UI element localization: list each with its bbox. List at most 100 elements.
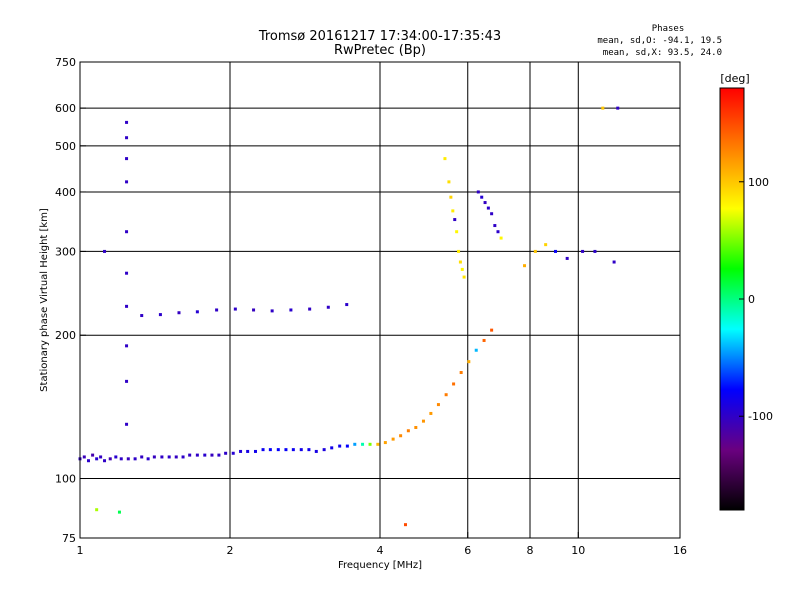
data-point <box>233 307 237 311</box>
data-point <box>533 249 537 253</box>
data-point <box>125 304 129 308</box>
data-point <box>612 260 616 264</box>
data-point <box>133 457 137 461</box>
x-tick-label: 2 <box>227 544 234 557</box>
data-point <box>383 441 387 445</box>
data-point <box>444 393 448 397</box>
data-point <box>125 230 129 234</box>
data-point <box>459 371 463 375</box>
y-tick-label: 600 <box>55 102 76 115</box>
x-tick-label: 10 <box>571 544 585 557</box>
data-point <box>601 106 605 110</box>
data-point <box>345 303 349 307</box>
data-point <box>486 206 490 210</box>
data-point <box>160 455 164 459</box>
data-point <box>593 249 597 253</box>
data-point <box>353 442 357 446</box>
y-tick-label: 200 <box>55 329 76 342</box>
data-point <box>103 249 107 253</box>
colorbar-tick-label: 100 <box>748 176 769 189</box>
data-point <box>314 449 318 453</box>
data-point <box>330 446 334 450</box>
data-point <box>86 459 90 463</box>
data-point <box>565 256 569 260</box>
y-tick-label: 100 <box>55 473 76 486</box>
data-point <box>276 448 280 452</box>
stats-line-x: mean, sd,X: 93.5, 24.0 <box>603 48 722 58</box>
data-point <box>195 453 199 457</box>
data-point <box>125 120 129 124</box>
data-point <box>453 218 457 222</box>
data-point <box>447 180 451 184</box>
data-point <box>493 224 497 228</box>
data-point <box>467 360 471 364</box>
grid-lines <box>80 62 680 538</box>
data-point <box>140 314 144 318</box>
data-point <box>307 448 311 452</box>
data-point <box>436 403 440 407</box>
data-point <box>483 201 487 205</box>
data-point <box>188 453 192 457</box>
data-point <box>480 195 484 199</box>
chart-title: Tromsø 20161217 17:34:00-17:35:43 <box>258 29 501 44</box>
y-tick-label: 750 <box>55 56 76 69</box>
data-point <box>406 429 410 433</box>
data-point <box>455 230 459 234</box>
y-tick-label: 400 <box>55 186 76 199</box>
data-point <box>203 453 207 457</box>
data-point <box>125 344 129 348</box>
data-point <box>246 449 250 453</box>
y-tick-label: 300 <box>55 245 76 258</box>
data-point <box>119 457 123 461</box>
data-point <box>125 180 129 184</box>
data-point <box>553 249 557 253</box>
data-point <box>289 308 293 312</box>
data-point <box>452 382 456 386</box>
colorbar-tick-label: -100 <box>748 410 773 423</box>
x-tick-label: 16 <box>673 544 687 557</box>
x-axis-label: Frequency [MHz] <box>338 560 422 571</box>
data-point <box>443 157 447 161</box>
stats-line-o: mean, sd,O: -94.1, 19.5 <box>597 36 722 46</box>
data-point <box>474 348 478 352</box>
data-point <box>429 411 433 415</box>
data-point <box>117 510 121 514</box>
data-point <box>125 422 129 426</box>
data-point <box>181 455 185 459</box>
data-point <box>261 448 265 452</box>
data-point <box>403 523 407 527</box>
x-axis-ticks: 1 2 4 6 8 10 16 <box>77 532 687 557</box>
data-point <box>103 459 107 463</box>
data-point <box>125 136 129 140</box>
data-point <box>581 249 585 253</box>
data-point <box>322 448 326 452</box>
data-point <box>125 157 129 161</box>
data-point <box>125 271 129 275</box>
colorbar-tick-label: 0 <box>748 293 755 306</box>
stats-header: Phases <box>652 24 685 34</box>
data-point <box>126 457 130 461</box>
data-point <box>421 419 425 423</box>
data-point <box>82 455 86 459</box>
data-point <box>95 508 99 512</box>
data-point <box>91 453 95 457</box>
data-point <box>451 209 455 213</box>
data-point <box>158 313 162 317</box>
data-point <box>338 444 342 448</box>
data-point <box>499 236 503 240</box>
data-point <box>268 448 272 452</box>
x-tick-label: 6 <box>464 544 471 557</box>
y-tick-label: 75 <box>62 532 76 545</box>
data-point <box>544 243 548 247</box>
colorbar-label: [deg] <box>720 72 749 85</box>
data-point <box>95 457 99 461</box>
data-point <box>140 455 144 459</box>
data-point <box>239 449 243 453</box>
y-axis-label: Stationary phase Virtual Height [km] <box>39 208 50 392</box>
data-point <box>195 310 199 314</box>
data-point <box>523 264 527 268</box>
data-point <box>146 457 150 461</box>
data-point <box>490 328 494 332</box>
data-point <box>616 106 620 110</box>
data-point <box>125 379 129 383</box>
